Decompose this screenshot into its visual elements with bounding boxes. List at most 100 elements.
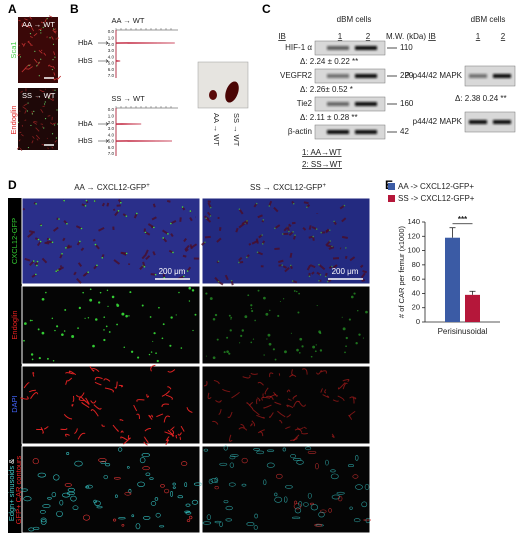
texture <box>338 495 343 502</box>
texture <box>205 292 208 295</box>
tick-label: 1.0 <box>108 113 115 118</box>
texture <box>355 455 359 461</box>
texture <box>190 243 198 249</box>
texture <box>342 327 346 331</box>
texture <box>22 207 26 211</box>
texture <box>170 222 172 225</box>
texture <box>186 270 189 272</box>
texture <box>63 330 66 332</box>
texture <box>143 441 148 446</box>
texture <box>38 75 40 77</box>
lane: 1 <box>338 32 343 41</box>
texture <box>40 519 47 525</box>
texture <box>225 505 233 511</box>
texture <box>72 395 75 402</box>
texture <box>65 433 70 437</box>
mw: 110 <box>400 43 413 52</box>
texture <box>142 261 146 268</box>
texture <box>231 391 240 399</box>
texture <box>207 392 212 400</box>
texture <box>228 314 231 317</box>
micrograph <box>21 365 201 445</box>
y-tick-label: 120 <box>407 231 420 240</box>
texture <box>21 43 25 46</box>
texture <box>44 18 47 23</box>
texture <box>125 215 128 217</box>
texture <box>35 127 40 132</box>
texture <box>192 329 194 332</box>
texture <box>37 472 47 478</box>
texture <box>92 344 95 348</box>
texture <box>255 202 258 205</box>
texture <box>120 201 122 204</box>
tick-label: 2.0 <box>108 120 115 125</box>
bar <box>445 237 460 322</box>
texture <box>294 507 302 514</box>
texture <box>202 521 212 525</box>
texture <box>203 448 209 452</box>
texture <box>48 93 53 97</box>
texture <box>106 289 109 292</box>
texture <box>266 395 274 400</box>
texture <box>23 496 32 502</box>
texture <box>144 428 151 432</box>
texture <box>84 205 87 207</box>
mw: 160 <box>400 99 414 108</box>
texture <box>330 473 339 480</box>
texture <box>152 203 156 208</box>
texture <box>257 431 264 437</box>
texture <box>246 402 254 410</box>
texture <box>66 222 68 225</box>
texture <box>288 231 294 236</box>
texture <box>261 234 263 236</box>
texture <box>263 354 265 356</box>
texture <box>341 316 343 318</box>
texture <box>240 423 245 429</box>
texture <box>292 458 302 461</box>
texture <box>186 407 193 413</box>
texture <box>224 274 229 281</box>
texture <box>19 56 22 58</box>
protein: P-p44/42 MAPK <box>405 71 463 80</box>
texture <box>318 263 326 271</box>
texture <box>344 351 346 354</box>
texture <box>189 515 193 520</box>
trace <box>115 108 173 156</box>
y-tick-label: 80 <box>412 260 420 269</box>
tick-label: 3.0 <box>108 126 115 131</box>
texture <box>177 432 182 436</box>
texture <box>143 266 146 268</box>
texture <box>320 509 327 514</box>
texture <box>121 524 125 527</box>
texture <box>80 396 88 404</box>
texture <box>347 464 354 468</box>
header: dBM cells <box>471 15 506 24</box>
texture <box>172 251 174 254</box>
texture <box>212 356 216 360</box>
texture <box>141 253 147 260</box>
texture <box>241 329 245 332</box>
texture <box>81 402 90 408</box>
texture <box>172 482 176 486</box>
texture <box>99 291 102 294</box>
texture <box>112 208 116 212</box>
texture <box>241 457 248 464</box>
texture <box>283 298 285 300</box>
texture <box>103 475 108 480</box>
texture <box>38 356 41 360</box>
texture <box>267 333 271 337</box>
texture <box>71 403 74 407</box>
legend-label: AA -> CXCL12-GFP+ <box>398 182 474 191</box>
texture <box>328 246 335 250</box>
texture <box>175 435 178 439</box>
texture <box>241 483 247 487</box>
texture <box>40 123 44 125</box>
texture <box>101 202 106 207</box>
texture <box>58 218 60 220</box>
texture <box>177 495 184 499</box>
texture <box>154 273 157 276</box>
texture <box>54 56 56 58</box>
texture <box>302 227 307 231</box>
texture <box>246 522 255 527</box>
texture <box>169 344 172 347</box>
